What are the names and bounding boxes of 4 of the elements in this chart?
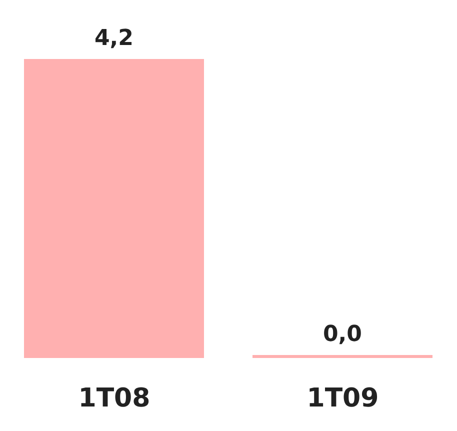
data-label: 0,0 xyxy=(323,322,362,347)
data-label: 4,2 xyxy=(94,26,134,51)
x-tick-label: 1T08 xyxy=(78,383,150,414)
x-tick-label: 1T09 xyxy=(306,383,379,414)
